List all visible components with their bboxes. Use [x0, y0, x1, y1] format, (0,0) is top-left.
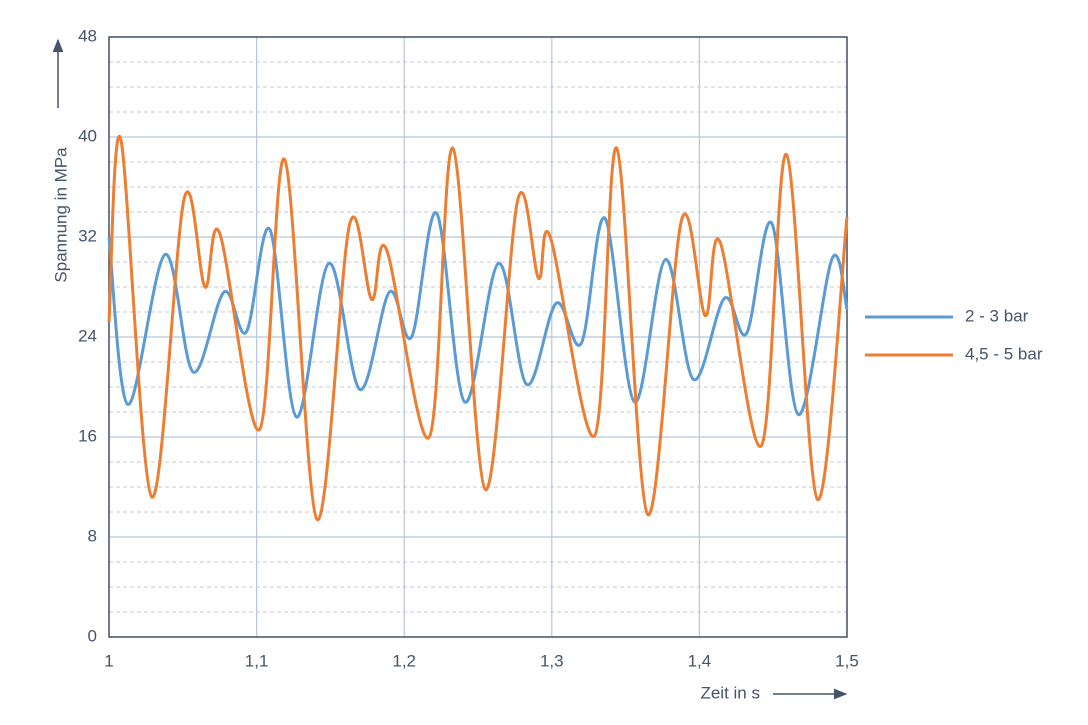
- y-tick-label: 16: [78, 426, 97, 445]
- x-tick-label: 1,1: [245, 651, 269, 670]
- plot-frame: [108, 36, 848, 638]
- x-tick-label: 1: [104, 651, 113, 670]
- y-tick-label: 0: [88, 626, 97, 645]
- y-tick-label: 8: [88, 526, 97, 545]
- legend-label: 2 - 3 bar: [965, 306, 1029, 325]
- line-series: [107, 211, 849, 419]
- y-tick-label: 24: [78, 326, 97, 345]
- x-tick-label: 1,4: [688, 651, 712, 670]
- x-tick-label: 1,5: [835, 651, 859, 670]
- legend-label: 4,5 - 5 bar: [965, 344, 1043, 363]
- x-tick-label: 1,3: [540, 651, 564, 670]
- y-tick-label: 48: [78, 26, 97, 45]
- y-axis-label: Spannung in MPa: [51, 147, 70, 283]
- x-axis-label: Zeit in s: [700, 683, 760, 702]
- y-tick-label: 40: [78, 126, 97, 145]
- x-tick-label: 1,2: [392, 651, 416, 670]
- y-tick-label: 32: [78, 226, 97, 245]
- line-series: [107, 134, 849, 522]
